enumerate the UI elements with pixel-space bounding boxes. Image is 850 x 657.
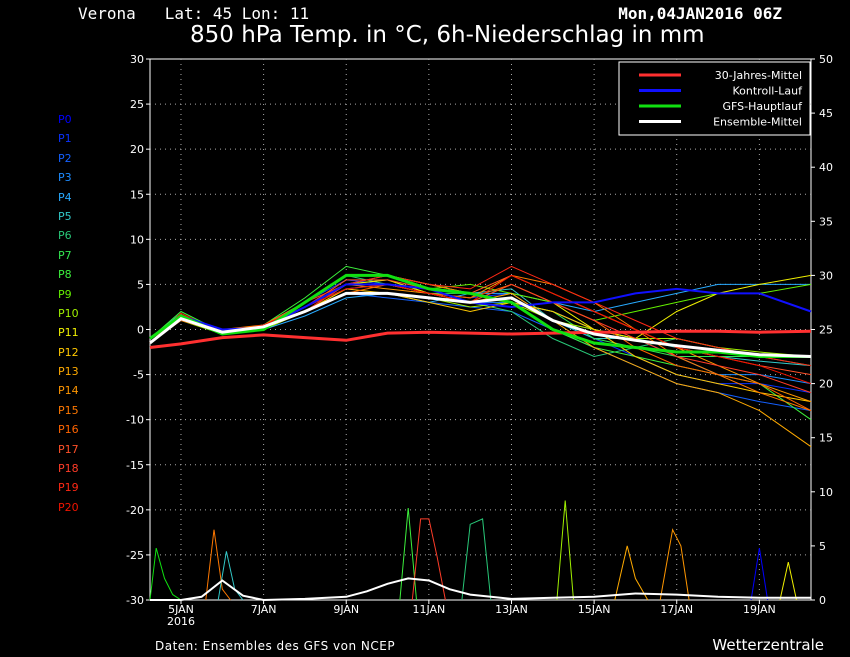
brand-label: Wetterzentrale bbox=[712, 636, 824, 654]
legend-label: 30-Jahres-Mittel bbox=[715, 69, 802, 82]
x-axis: 5JAN 7JAN 9JAN 11JAN 13JAN 15JAN 17JAN 19JAN 201… bbox=[167, 600, 776, 628]
x-tick-label: 5JAN bbox=[168, 603, 194, 616]
y-right-tick-label: 50 bbox=[819, 53, 833, 66]
y-left-tick-label: -15 bbox=[126, 459, 144, 472]
legend-label: Kontroll-Lauf bbox=[733, 85, 804, 98]
member-precip-line bbox=[461, 518, 492, 601]
member-temp-line-p17 bbox=[149, 274, 812, 376]
member-label-p9: P9 bbox=[58, 287, 72, 301]
member-label-p2: P2 bbox=[58, 151, 72, 165]
member-precip-line bbox=[556, 500, 574, 601]
member-precip-line bbox=[614, 545, 649, 601]
y-right-tick-label: 30 bbox=[819, 269, 833, 282]
legend: 30-Jahres-Mittel Kontroll-Lauf GFS-Hauptla… bbox=[618, 61, 811, 136]
member-precip-line bbox=[205, 529, 231, 601]
x-year-label: 2016 bbox=[167, 615, 195, 628]
model-run-time: Mon,04JAN2016 06Z bbox=[618, 4, 782, 23]
y-axis-left: 30 25 20 15 10 5 0 -5 -10 -15 -20 -25 -30 bbox=[126, 53, 150, 607]
member-label-p18: P18 bbox=[58, 462, 79, 476]
precip-ensemble-mean-line bbox=[150, 577, 811, 602]
y-left-tick-label: 15 bbox=[130, 188, 144, 201]
member-label-p5: P5 bbox=[58, 209, 72, 223]
series-30-jahres-mittel bbox=[149, 329, 812, 349]
y-left-tick-label: 30 bbox=[130, 53, 144, 66]
x-tick-label: 15JAN bbox=[578, 603, 611, 616]
member-label-p4: P4 bbox=[58, 190, 72, 204]
member-label-p3: P3 bbox=[58, 171, 72, 185]
y-right-tick-label: 5 bbox=[819, 540, 826, 553]
data-source: Daten: Ensembles des GFS von NCEP bbox=[155, 639, 396, 653]
grid-lines bbox=[150, 59, 811, 600]
y-right-tick-label: 0 bbox=[819, 594, 826, 607]
member-precip-line bbox=[399, 507, 417, 601]
y-right-tick-label: 40 bbox=[819, 161, 833, 174]
y-left-tick-label: -5 bbox=[133, 369, 144, 382]
y-right-tick-label: 25 bbox=[819, 324, 833, 337]
y-left-tick-label: 25 bbox=[130, 98, 144, 111]
member-precip-line bbox=[750, 548, 769, 601]
member-label-p14: P14 bbox=[58, 384, 79, 398]
member-label-p6: P6 bbox=[58, 229, 72, 243]
chart-title: 850 hPa Temp. in °C, 6h-Niederschlag in … bbox=[190, 22, 705, 48]
y-right-tick-label: 35 bbox=[819, 215, 833, 228]
member-label-p7: P7 bbox=[58, 248, 72, 262]
series-ensemble-mittel bbox=[149, 291, 812, 358]
legend-label: Ensemble-Mittel bbox=[713, 116, 802, 129]
y-left-tick-label: -10 bbox=[126, 414, 144, 427]
member-precip-line bbox=[659, 528, 690, 601]
y-left-tick-label: 0 bbox=[137, 324, 144, 337]
y-right-tick-label: 10 bbox=[819, 486, 833, 499]
member-precip-line bbox=[149, 547, 182, 601]
member-precip-lines bbox=[149, 500, 797, 601]
member-label-p15: P15 bbox=[58, 403, 79, 417]
y-left-tick-label: -20 bbox=[126, 504, 144, 517]
station-header: Verona Lat: 45 Lon: 11 bbox=[78, 4, 310, 23]
x-tick-label: 19JAN bbox=[743, 603, 776, 616]
series-gfs-hauptlauf bbox=[149, 273, 811, 358]
member-precip-line bbox=[217, 551, 244, 601]
member-temp-line-p7 bbox=[149, 279, 811, 357]
member-label-p20: P20 bbox=[58, 500, 79, 514]
x-tick-label: 11JAN bbox=[412, 603, 445, 616]
y-right-tick-label: 45 bbox=[819, 107, 833, 120]
x-tick-label: 9JAN bbox=[333, 603, 359, 616]
member-label-p13: P13 bbox=[58, 365, 79, 379]
member-precip-line bbox=[411, 518, 446, 601]
x-tick-label: 7JAN bbox=[251, 603, 277, 616]
x-tick-label: 13JAN bbox=[495, 603, 528, 616]
member-label-p11: P11 bbox=[58, 326, 79, 340]
y-left-tick-label: -30 bbox=[126, 594, 144, 607]
legend-label: GFS-Hauptlauf bbox=[722, 100, 803, 113]
member-label-p10: P10 bbox=[58, 306, 79, 320]
member-precip-line bbox=[779, 561, 797, 601]
member-label-p19: P19 bbox=[58, 481, 79, 495]
y-right-tick-label: 15 bbox=[819, 432, 833, 445]
y-right-tick-label: 20 bbox=[819, 378, 833, 391]
member-label-p17: P17 bbox=[58, 442, 79, 456]
ensemble-member-list: P0 P1 P2 P3 P4 P5 P6 P7 P8 P9 P10 P11 P12 P13 P14 P15 P1… bbox=[58, 110, 79, 517]
member-label-p1: P1 bbox=[58, 132, 72, 146]
member-label-p16: P16 bbox=[58, 423, 79, 437]
x-tick-label: 17JAN bbox=[660, 603, 693, 616]
member-label-p0: P0 bbox=[58, 113, 72, 126]
y-left-tick-label: -25 bbox=[126, 549, 144, 562]
member-label-p12: P12 bbox=[58, 345, 79, 359]
y-left-tick-label: 5 bbox=[137, 278, 144, 291]
member-label-p8: P8 bbox=[58, 268, 72, 282]
y-left-tick-label: 10 bbox=[130, 233, 144, 246]
y-left-tick-label: 20 bbox=[130, 143, 144, 156]
main-series-lines bbox=[149, 273, 812, 602]
